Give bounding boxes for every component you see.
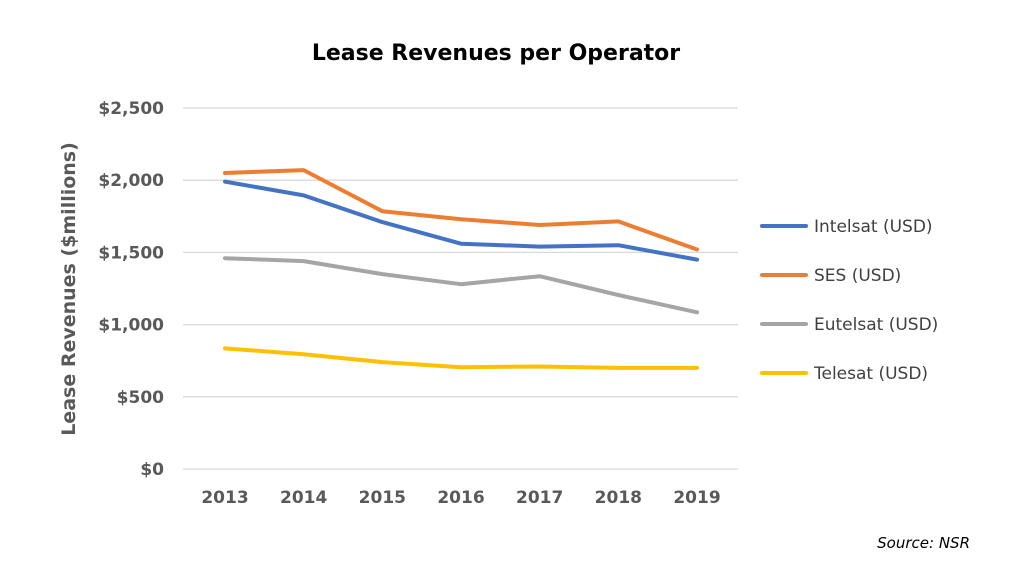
x-tick-label: 2017: [516, 488, 563, 508]
x-tick-label: 2018: [595, 488, 642, 508]
x-tick-label: 2013: [201, 488, 248, 508]
x-tick-label: 2016: [437, 488, 484, 508]
legend-label: Eutelsat (USD): [814, 315, 938, 335]
gridlines: [183, 107, 738, 470]
y-tick-label: $1,000: [98, 316, 164, 336]
source-note: Source: NSR: [877, 534, 970, 552]
x-tick-label: 2014: [280, 488, 327, 508]
legend-label: Telesat (USD): [813, 364, 928, 384]
legend-label: Intelsat (USD): [814, 217, 933, 237]
series-lines: [223, 168, 699, 370]
chart-title: Lease Revenues per Operator: [312, 41, 680, 66]
y-tick-label: $500: [117, 388, 164, 408]
series-line-ses: [223, 168, 699, 252]
x-axis-ticks: 2013 2014 2015 2016 2017 2018 2019: [201, 488, 720, 508]
series-line-telesat: [223, 346, 699, 370]
y-tick-label: $0: [140, 460, 164, 480]
legend-label: SES (USD): [814, 266, 901, 286]
x-tick-label: 2015: [359, 488, 406, 508]
series-line-intelsat: [223, 179, 699, 262]
y-axis-label: Lease Revenues ($millions): [58, 142, 80, 436]
x-tick-label: 2019: [673, 488, 720, 508]
y-tick-label: $1,500: [98, 243, 164, 263]
y-axis-ticks: $0 $500 $1,000 $1,500 $2,000 $2,500: [98, 99, 164, 480]
y-tick-label: $2,500: [98, 99, 164, 119]
series-line-eutelsat: [223, 256, 699, 315]
y-tick-label: $2,000: [98, 171, 164, 191]
legend: Intelsat (USD) SES (USD) Eutelsat (USD) Tel…: [760, 217, 938, 384]
